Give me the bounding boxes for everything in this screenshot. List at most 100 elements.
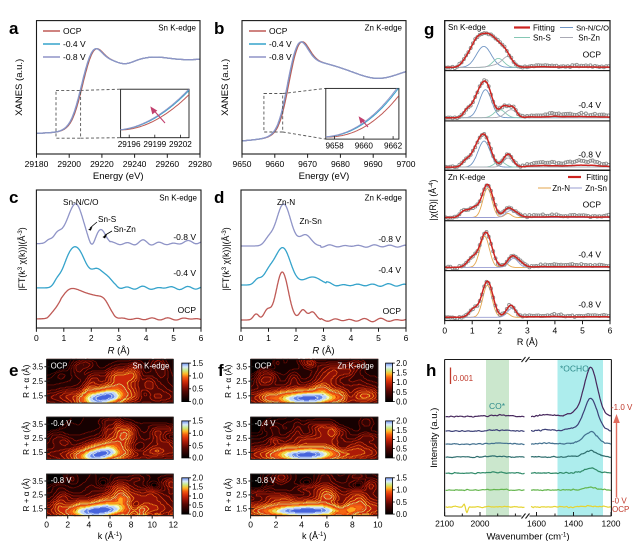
svg-text:9650: 9650 — [233, 159, 252, 169]
svg-text:Energy (eV): Energy (eV) — [299, 171, 350, 182]
svg-text:0.001: 0.001 — [453, 374, 474, 383]
svg-text:0: 0 — [442, 326, 447, 336]
svg-text:1.5: 1.5 — [396, 474, 408, 483]
svg-text:2: 2 — [65, 520, 70, 530]
svg-text:|FT(k3 χ(k))|(Å-3): |FT(k3 χ(k))|(Å-3) — [17, 227, 27, 290]
svg-text:0.5: 0.5 — [396, 498, 408, 507]
svg-text:1.0: 1.0 — [192, 372, 204, 381]
svg-text:R + α (Å): R + α (Å) — [223, 364, 233, 397]
svg-text:XANES (a.u.): XANES (a.u.) — [220, 59, 231, 116]
svg-text:0.0: 0.0 — [192, 454, 204, 463]
svg-text:Zn-N: Zn-N — [277, 198, 295, 207]
svg-text:R + α (Å): R + α (Å) — [21, 364, 31, 397]
svg-text:OCP: OCP — [178, 305, 197, 315]
svg-text:9658: 9658 — [325, 142, 344, 151]
svg-text:-0.8 V: -0.8 V — [173, 232, 196, 242]
svg-text:2000: 2000 — [471, 519, 490, 529]
svg-text:-0.4 V: -0.4 V — [578, 250, 601, 260]
svg-text:29280: 29280 — [188, 159, 212, 169]
svg-text:Zn-N: Zn-N — [552, 184, 570, 193]
svg-text:Sn-S: Sn-S — [533, 34, 551, 43]
svg-text:1.0: 1.0 — [192, 429, 204, 438]
svg-text:-0.4 V: -0.4 V — [63, 39, 86, 49]
svg-text:-0.8 V: -0.8 V — [51, 476, 73, 485]
svg-text:Sn K-edge: Sn K-edge — [158, 24, 196, 33]
svg-text:R (Å): R (Å) — [517, 337, 538, 347]
svg-text:1.0: 1.0 — [396, 486, 408, 495]
svg-text:Sn K-edge: Sn K-edge — [448, 23, 486, 32]
svg-text:2: 2 — [294, 333, 299, 343]
svg-text:Zn-Sn: Zn-Sn — [300, 217, 323, 226]
svg-text:R (Å): R (Å) — [108, 346, 130, 357]
svg-text:1.5: 1.5 — [32, 392, 44, 401]
svg-text:4: 4 — [299, 520, 304, 530]
svg-text:0.0: 0.0 — [192, 510, 204, 519]
svg-text:0.5: 0.5 — [396, 444, 408, 453]
svg-text:0: 0 — [34, 333, 39, 343]
svg-text:-0.8 V: -0.8 V — [578, 300, 601, 310]
svg-text:2.5: 2.5 — [236, 491, 248, 500]
svg-text:3.5: 3.5 — [32, 420, 44, 429]
svg-text:9690: 9690 — [364, 159, 383, 169]
svg-text:2.5: 2.5 — [32, 377, 44, 386]
svg-text:1.5: 1.5 — [32, 448, 44, 457]
svg-text:2.5: 2.5 — [32, 434, 44, 443]
svg-text:g: g — [424, 20, 434, 39]
svg-text:0.0: 0.0 — [396, 510, 408, 519]
svg-text:1.5: 1.5 — [192, 359, 204, 368]
svg-text:-0.4 V: -0.4 V — [255, 419, 277, 428]
svg-text:1.5: 1.5 — [396, 426, 408, 435]
svg-text:3: 3 — [321, 333, 326, 343]
svg-text:OCP: OCP — [63, 26, 82, 36]
svg-text:0.5: 0.5 — [396, 388, 408, 397]
svg-text:1.0: 1.0 — [396, 378, 408, 387]
svg-text:10: 10 — [147, 520, 157, 530]
svg-text:4: 4 — [86, 520, 91, 530]
svg-text:5: 5 — [580, 326, 585, 336]
svg-text:9680: 9680 — [331, 159, 350, 169]
svg-text:OCP: OCP — [269, 26, 288, 36]
svg-text:1.0: 1.0 — [192, 492, 204, 501]
svg-text:Intensity (a.u.): Intensity (a.u.) — [429, 408, 440, 468]
svg-text:6: 6 — [108, 520, 113, 530]
svg-text:-0.4 V: -0.4 V — [173, 268, 196, 278]
svg-text:0: 0 — [248, 520, 253, 530]
svg-text:8: 8 — [129, 520, 134, 530]
svg-text:h: h — [426, 361, 436, 380]
svg-text:29199: 29199 — [143, 140, 166, 149]
svg-text:3.5: 3.5 — [32, 362, 44, 371]
svg-text:1.5: 1.5 — [236, 448, 248, 457]
svg-text:CO*: CO* — [489, 401, 506, 411]
svg-text:Sn-S: Sn-S — [98, 215, 117, 224]
svg-text:OCP: OCP — [612, 505, 629, 514]
svg-text:29196: 29196 — [118, 140, 141, 149]
svg-text:1400: 1400 — [564, 519, 583, 529]
svg-text:3.5: 3.5 — [236, 477, 248, 486]
svg-text:|FT(k3 χ(k))|(Å-3): |FT(k3 χ(k))|(Å-3) — [221, 227, 231, 290]
svg-text:Zn K-edge: Zn K-edge — [337, 361, 373, 370]
svg-text:f: f — [218, 361, 224, 380]
svg-text:0: 0 — [239, 333, 244, 343]
svg-text:OCP: OCP — [383, 306, 402, 316]
svg-text:Sn-N/C/O: Sn-N/C/O — [576, 24, 609, 33]
svg-text:0.0: 0.0 — [396, 397, 408, 406]
svg-text:-0 V: -0 V — [612, 497, 627, 506]
svg-text:3: 3 — [525, 326, 530, 336]
svg-text:9660: 9660 — [355, 142, 374, 151]
svg-text:29240: 29240 — [123, 159, 147, 169]
svg-text:Sn K-edge: Sn K-edge — [159, 194, 197, 203]
svg-text:R (Å): R (Å) — [312, 346, 334, 357]
svg-text:-0.8 V: -0.8 V — [255, 476, 277, 485]
svg-text:Fitting: Fitting — [586, 173, 608, 182]
svg-text:1600: 1600 — [527, 519, 546, 529]
svg-text:29200: 29200 — [57, 159, 81, 169]
svg-text:2.0: 2.0 — [396, 359, 408, 368]
svg-text:Zn-Sn: Zn-Sn — [585, 184, 607, 193]
svg-text:Zn K-edge: Zn K-edge — [365, 194, 403, 203]
svg-text:1.5: 1.5 — [192, 483, 204, 492]
svg-text:2: 2 — [89, 333, 94, 343]
svg-text:29202: 29202 — [169, 140, 192, 149]
svg-text:Energy (eV): Energy (eV) — [93, 171, 144, 182]
svg-text:29180: 29180 — [25, 159, 49, 169]
svg-text:1.5: 1.5 — [396, 369, 408, 378]
